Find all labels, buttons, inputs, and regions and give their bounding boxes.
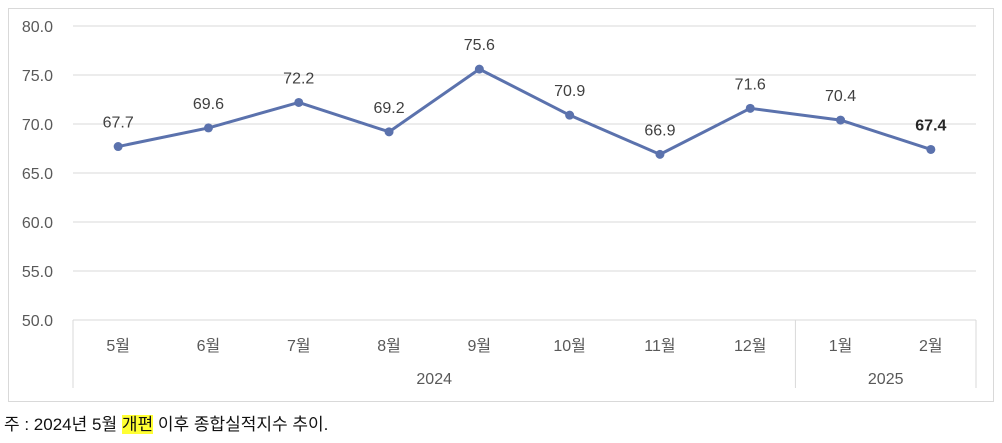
- data-label: 71.6: [735, 76, 766, 93]
- data-point: [384, 127, 394, 137]
- data-label: 72.2: [283, 70, 314, 87]
- data-point: [294, 97, 304, 107]
- x-group-label: 2025: [868, 371, 904, 388]
- y-tick-label: 75.0: [22, 68, 53, 85]
- x-tick-label: 1월: [829, 337, 853, 355]
- data-point: [474, 64, 484, 74]
- x-tick-label: 9월: [468, 337, 492, 355]
- x-tick-label: 2월: [919, 337, 943, 355]
- chart-frame: [8, 8, 994, 402]
- data-point: [745, 103, 755, 113]
- x-tick-label: 10월: [553, 337, 586, 355]
- data-label: 69.2: [373, 100, 404, 117]
- y-tick-label: 65.0: [22, 166, 53, 183]
- footnote: 주 : 2024년 5월 개편 이후 종합실적지수 추이.: [4, 410, 328, 435]
- data-point: [655, 149, 665, 159]
- data-label: 67.4: [915, 117, 946, 134]
- y-tick-label: 80.0: [22, 19, 53, 36]
- data-label: 66.9: [644, 122, 675, 139]
- x-tick-label: 7월: [287, 337, 311, 355]
- data-label: 70.4: [825, 88, 856, 105]
- data-point: [203, 123, 213, 133]
- x-tick-label: 12월: [734, 337, 767, 355]
- data-point: [565, 110, 575, 120]
- y-tick-label: 55.0: [22, 264, 53, 281]
- data-point: [926, 144, 936, 154]
- x-group-label: 2024: [416, 371, 452, 388]
- x-tick-label: 8월: [377, 337, 401, 355]
- y-tick-label: 60.0: [22, 215, 53, 232]
- y-tick-label: 50.0: [22, 313, 53, 330]
- data-label: 75.6: [464, 37, 495, 54]
- x-tick-label: 6월: [197, 337, 221, 355]
- data-label: 70.9: [554, 83, 585, 100]
- x-tick-label: 5월: [106, 337, 130, 355]
- x-tick-label: 11월: [644, 337, 675, 355]
- data-point: [836, 115, 846, 125]
- footnote-prefix: 주 : 2024년 5월: [4, 415, 122, 434]
- y-tick-label: 70.0: [22, 117, 53, 134]
- footnote-suffix: 이후 종합실적지수 추이.: [153, 415, 329, 434]
- data-label: 67.7: [103, 115, 134, 132]
- footnote-highlight: 개편: [121, 415, 154, 434]
- data-point: [113, 142, 123, 152]
- line-chart: 50.0 55.0 60.0 65.0 70.0 75.0 80.0 2024 2025 5월 6월…: [22, 19, 977, 388]
- series-line: [117, 67, 932, 156]
- data-label: 69.6: [193, 96, 224, 113]
